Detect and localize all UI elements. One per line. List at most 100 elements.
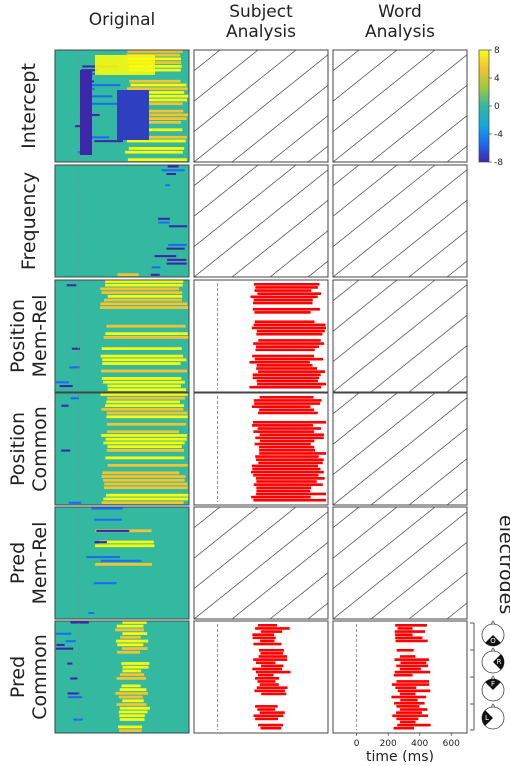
significance-mark: [252, 376, 320, 380]
significance-mark: [257, 624, 278, 627]
subject-panel-0: [193, 49, 329, 163]
significance-mark: [256, 489, 311, 493]
electrode-label-R: R: [497, 658, 502, 666]
significance-mark: [257, 427, 322, 430]
significance-mark: [251, 405, 311, 409]
heatmap-panel-3: [54, 392, 190, 506]
significance-mark: [261, 664, 284, 668]
significance-mark: [255, 627, 290, 630]
colorbar-tick-2: 0: [494, 102, 500, 112]
significance-mark: [251, 326, 326, 330]
row-label-3: PositionCommon: [7, 406, 51, 492]
significance-mark: [393, 673, 413, 677]
x-tick-1: 200: [380, 739, 397, 749]
significance-mark: [252, 636, 276, 640]
x-tick-0: 0: [354, 739, 360, 749]
significance-mark: [393, 726, 415, 730]
significance-mark: [252, 633, 275, 637]
svg-text:Intercept: Intercept: [18, 63, 40, 149]
significance-mark: [399, 667, 421, 671]
significance-mark: [254, 320, 315, 324]
time-axis: 0 200 400 600 time (ms): [354, 733, 460, 765]
panel-grid: [54, 49, 468, 734]
colorbar-tick-1: 4: [494, 74, 500, 84]
subject-panel-5: [193, 620, 329, 734]
significance-mark: [391, 695, 427, 699]
significance-mark: [253, 283, 320, 286]
significance-mark: [252, 667, 282, 671]
row-labels: Intercept Frequency PositionMem-Rel Positio…: [7, 63, 51, 720]
colorbar-tick-0: 8: [494, 46, 500, 56]
significance-mark: [253, 298, 313, 302]
significance-mark: [259, 711, 285, 714]
colorbar-tick-3: -4: [494, 130, 503, 140]
significance-mark: [252, 424, 314, 427]
significance-mark: [394, 670, 431, 674]
electrode-head-R: R: [481, 647, 505, 674]
electrodes-legend: electrodes O R F L: [470, 515, 510, 731]
column-title-2: Word Analysis: [365, 2, 435, 42]
significance-mark: [391, 683, 430, 686]
significance-mark: [254, 357, 324, 361]
significance-mark: [255, 717, 279, 721]
significance-mark: [399, 720, 416, 724]
x-tick-2: 400: [411, 739, 428, 749]
colorbar-tick-4: -8: [494, 158, 503, 168]
svg-text:PredCommon: PredCommon: [7, 634, 51, 720]
row-label-4: PredMem-Rel: [7, 522, 51, 605]
significance-mark: [253, 323, 326, 327]
significance-mark: [258, 370, 326, 373]
significance-mark: [260, 630, 283, 633]
row-label-2: PositionMem-Rel: [7, 295, 51, 378]
x-tick-3: 600: [443, 739, 460, 749]
colorbar: 8 4 0 -4 -8: [478, 46, 503, 168]
significance-mark: [259, 445, 315, 449]
subject-panel-1: [193, 164, 329, 278]
significance-mark: [395, 633, 413, 637]
column-titles: Original Subject Analysis Word Analysis: [89, 2, 435, 42]
significance-mark: [255, 458, 324, 462]
significance-mark: [397, 627, 413, 630]
significance-mark: [253, 342, 325, 345]
subject-panel-4: [193, 506, 329, 620]
word-panel-4: [332, 506, 468, 620]
svg-text:Frequency: Frequency: [18, 172, 40, 270]
significance-mark: [256, 379, 318, 383]
significance-mark: [395, 624, 427, 627]
significance-mark: [396, 664, 429, 668]
word-panel-3: [332, 392, 468, 506]
row-label-5: PredCommon: [7, 634, 51, 720]
significance-mark: [255, 477, 325, 480]
x-axis-label: time (ms): [366, 749, 434, 762]
electrode-head-F: F: [481, 675, 505, 702]
heatmap-panel-0: [54, 49, 190, 163]
significance-mark: [252, 301, 313, 305]
significance-mark: [251, 495, 311, 499]
significance-mark: [255, 455, 319, 458]
word-panel-5: [332, 620, 468, 734]
significance-mark: [256, 686, 288, 690]
significance-mark: [394, 701, 425, 705]
significance-mark: [249, 385, 322, 389]
significance-mark: [254, 689, 285, 693]
electrode-label-F: F: [491, 680, 495, 688]
significance-mark: [257, 329, 325, 333]
significance-mark: [395, 686, 417, 690]
significance-mark: [400, 708, 428, 711]
significance-mark: [396, 717, 419, 721]
svg-text:PositionCommon: PositionCommon: [7, 406, 51, 492]
significance-mark: [257, 292, 322, 296]
significance-mark: [256, 486, 312, 490]
electrode-head-L: L: [481, 703, 505, 730]
significance-mark: [256, 367, 318, 370]
significance-mark: [258, 723, 283, 727]
heatmap-panel-5: [54, 620, 190, 734]
significance-mark: [255, 436, 324, 440]
significance-mark: [255, 705, 278, 708]
significance-mark: [394, 658, 429, 661]
significance-mark: [396, 711, 422, 714]
significance-mark: [256, 332, 323, 336]
significance-mark: [396, 705, 420, 708]
significance-mark: [255, 286, 318, 289]
significance-mark: [255, 670, 291, 674]
